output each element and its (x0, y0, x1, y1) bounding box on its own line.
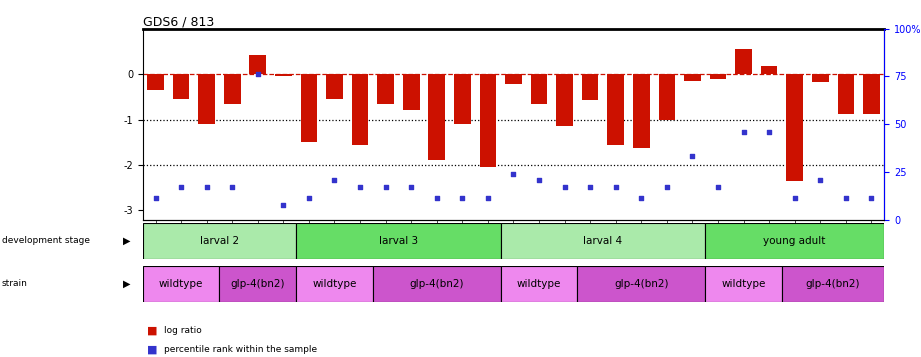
Point (251, 71, 265, 77)
Bar (582, 74, 599, 100)
Bar (373, 266, 501, 302)
Text: glp-4(bn2): glp-4(bn2) (806, 279, 860, 289)
Point (711, 184, 726, 190)
Text: ■: ■ (147, 325, 157, 335)
Bar (633, 74, 649, 148)
Bar (837, 74, 854, 114)
Bar (454, 74, 471, 124)
Text: wildtype: wildtype (721, 279, 765, 289)
Text: percentile rank within the sample: percentile rank within the sample (164, 345, 317, 355)
Bar (501, 266, 577, 302)
Text: glp-4(bn2): glp-4(bn2) (230, 279, 286, 289)
Text: strain: strain (2, 279, 28, 288)
Text: young adult: young adult (764, 236, 826, 246)
Point (787, 195, 802, 201)
Bar (143, 266, 219, 302)
Bar (250, 55, 266, 74)
Bar (198, 74, 215, 124)
Text: larval 4: larval 4 (583, 236, 623, 246)
Point (507, 171, 521, 177)
Point (429, 195, 444, 201)
Bar (300, 74, 317, 142)
Text: glp-4(bn2): glp-4(bn2) (614, 279, 669, 289)
Point (736, 129, 751, 135)
Bar (787, 74, 803, 181)
Text: glp-4(bn2): glp-4(bn2) (410, 279, 464, 289)
Point (531, 177, 546, 182)
Text: wildtype: wildtype (312, 279, 356, 289)
Bar (782, 266, 884, 302)
Bar (224, 74, 240, 104)
Point (634, 195, 648, 201)
Point (481, 195, 495, 201)
Point (148, 195, 163, 201)
Bar (147, 74, 164, 90)
Bar (173, 74, 190, 99)
Bar (577, 266, 705, 302)
Text: larval 2: larval 2 (200, 236, 239, 246)
Bar (219, 266, 297, 302)
Bar (501, 223, 705, 259)
Point (455, 195, 470, 201)
Point (864, 195, 879, 201)
Point (301, 195, 316, 201)
Point (379, 184, 393, 190)
Point (685, 153, 700, 159)
Bar (659, 74, 675, 120)
Bar (480, 74, 496, 167)
Bar (275, 74, 292, 76)
Point (403, 184, 418, 190)
Bar (297, 266, 373, 302)
Point (762, 129, 776, 135)
Bar (684, 74, 701, 81)
Text: ▶: ▶ (122, 236, 130, 246)
Bar (863, 74, 880, 114)
Text: larval 3: larval 3 (379, 236, 418, 246)
Point (276, 202, 291, 208)
Text: ■: ■ (147, 345, 157, 355)
Bar (735, 49, 752, 74)
Point (353, 184, 367, 190)
Bar (705, 223, 884, 259)
Text: GDS6 / 813: GDS6 / 813 (143, 16, 214, 29)
Bar (812, 74, 829, 82)
Bar (556, 74, 573, 126)
Point (813, 177, 828, 182)
Bar (505, 74, 522, 84)
Bar (402, 74, 419, 110)
Bar (761, 66, 777, 74)
Point (199, 184, 214, 190)
Point (327, 177, 342, 182)
Point (838, 195, 853, 201)
Point (557, 184, 572, 190)
Text: development stage: development stage (2, 236, 90, 246)
Text: wildtype: wildtype (159, 279, 204, 289)
Point (609, 184, 624, 190)
Bar (530, 74, 547, 104)
Text: log ratio: log ratio (164, 326, 202, 335)
Point (174, 184, 189, 190)
Text: ▶: ▶ (122, 279, 130, 289)
Bar (710, 74, 727, 80)
Bar (378, 74, 394, 104)
Bar (705, 266, 782, 302)
Bar (608, 74, 624, 145)
Bar (143, 223, 297, 259)
Bar (326, 74, 343, 99)
Bar (297, 223, 501, 259)
Bar (352, 74, 368, 145)
Bar (428, 74, 445, 160)
Text: wildtype: wildtype (517, 279, 561, 289)
Point (659, 184, 674, 190)
Point (225, 184, 239, 190)
Point (583, 184, 598, 190)
